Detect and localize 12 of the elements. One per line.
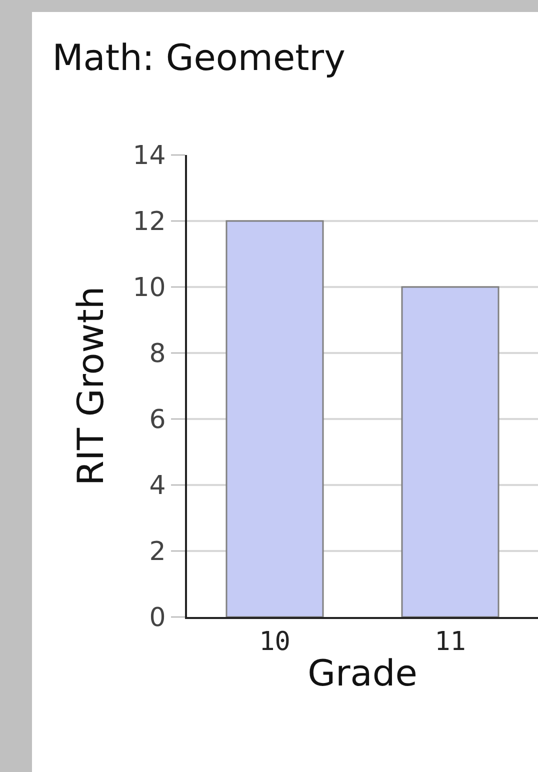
x-axis-title: Grade [308,653,418,694]
y-tick-label: 6 [149,405,166,436]
y-tick-label: 14 [132,141,166,172]
y-tick-label: 12 [132,207,166,238]
y-axis-title: RIT Growth [71,286,112,486]
x-tick-label: 11 [434,627,466,658]
y-tick-label: 2 [149,537,166,568]
chart-title: Math: Geometry [52,38,346,80]
y-tick-label: 8 [149,339,166,370]
y-tick-label: 0 [149,603,166,634]
y-tick-label: 4 [149,471,166,502]
y-tick-label: 10 [132,273,166,304]
